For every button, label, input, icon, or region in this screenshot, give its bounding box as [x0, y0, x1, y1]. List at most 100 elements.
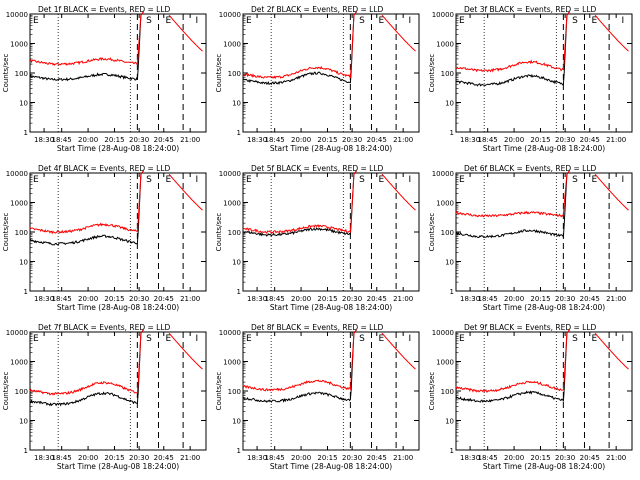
- series-events-line: [242, 329, 357, 403]
- plot-frame: [455, 13, 633, 133]
- x-tick-label: 20:45: [154, 136, 174, 144]
- series-events-line: [29, 329, 144, 407]
- series-lld-decay-line: [168, 14, 203, 52]
- y-axis-label: Counts/sec: [215, 213, 223, 252]
- marker-e: E: [379, 334, 385, 344]
- x-tick-label: 20:15: [317, 454, 337, 462]
- x-tick-label: 21:00: [180, 136, 200, 144]
- detector-panel-2: Det 2f BLACK = Events, RED = LLD S E I E 1 10 1…: [215, 5, 420, 153]
- x-tick-label: 21:00: [393, 295, 413, 303]
- y-tick-label: 1: [237, 447, 241, 455]
- marker-e-left: E: [33, 334, 39, 344]
- x-tick-label: 18:30: [460, 454, 480, 462]
- detector-panel-7: Det 7f BLACK = Events, RED = LLD S E I E 1 10 1…: [2, 323, 207, 471]
- y-tick-label: 1: [450, 288, 454, 296]
- x-tick-label: 20:00: [504, 454, 524, 462]
- panel-title: Det 7f BLACK = Events, RED = LLD: [38, 323, 171, 332]
- y-tick-label: 10: [19, 418, 28, 426]
- plot-frame: [455, 172, 633, 292]
- y-axis-label: Counts/sec: [428, 213, 436, 252]
- panel-title: Det 8f BLACK = Events, RED = LLD: [251, 323, 384, 332]
- marker-s: S: [359, 175, 365, 185]
- x-tick-label: 20:00: [291, 136, 311, 144]
- x-tick-label: 18:30: [247, 295, 267, 303]
- series-lld-line: [455, 329, 570, 393]
- y-tick-label: 100: [441, 229, 454, 237]
- x-tick-label: 20:30: [129, 136, 149, 144]
- x-tick-label: 18:45: [478, 136, 498, 144]
- marker-i: I: [408, 16, 411, 26]
- series-lld-decay-line: [381, 173, 416, 211]
- x-axis-label: Start Time (28-Aug-08 18:24:00): [270, 144, 392, 153]
- x-tick-label: 18:45: [52, 454, 72, 462]
- x-tick-label: 18:30: [247, 454, 267, 462]
- marker-i: I: [621, 175, 624, 185]
- y-tick-label: 10: [445, 259, 454, 267]
- y-tick-label: 10: [232, 100, 241, 108]
- series-events-line: [242, 170, 357, 237]
- panel-title: Det 5f BLACK = Events, RED = LLD: [251, 164, 384, 173]
- y-tick-label: 10000: [432, 170, 454, 178]
- detector-panel-4: Det 4f BLACK = Events, RED = LLD S E I E 1 10 1…: [2, 164, 207, 312]
- x-tick-label: 18:30: [247, 136, 267, 144]
- x-tick-label: 20:15: [104, 136, 124, 144]
- detector-panel-9: Det 9f BLACK = Events, RED = LLD S E I E 1 10 1…: [428, 323, 633, 471]
- x-tick-label: 20:45: [154, 454, 174, 462]
- y-tick-label: 1: [237, 288, 241, 296]
- x-tick-label: 20:00: [291, 295, 311, 303]
- y-tick-label: 10000: [432, 11, 454, 19]
- x-tick-label: 18:45: [478, 454, 498, 462]
- y-tick-label: 100: [228, 229, 241, 237]
- series-events-line: [242, 11, 357, 86]
- y-tick-label: 10: [445, 418, 454, 426]
- y-axis-label: Counts/sec: [428, 54, 436, 93]
- marker-i: I: [621, 334, 624, 344]
- marker-i: I: [195, 16, 198, 26]
- marker-i: I: [195, 334, 198, 344]
- x-axis-label: Start Time (28-Aug-08 18:24:00): [270, 303, 392, 312]
- y-tick-label: 1000: [223, 200, 241, 208]
- x-tick-label: 20:00: [504, 295, 524, 303]
- detector-panel-8: Det 8f BLACK = Events, RED = LLD S E I E 1 10 1…: [215, 323, 420, 471]
- y-tick-label: 10000: [219, 329, 241, 337]
- series-lld-line: [455, 11, 570, 73]
- y-tick-label: 10: [232, 418, 241, 426]
- x-tick-label: 20:30: [555, 295, 575, 303]
- x-tick-label: 20:00: [78, 454, 98, 462]
- marker-e: E: [592, 16, 598, 26]
- x-tick-label: 20:30: [342, 454, 362, 462]
- detector-panel-3: Det 3f BLACK = Events, RED = LLD S E I E 1 10 1…: [428, 5, 633, 153]
- marker-i: I: [408, 334, 411, 344]
- marker-e: E: [592, 334, 598, 344]
- y-tick-label: 100: [441, 388, 454, 396]
- marker-s: S: [146, 334, 152, 344]
- x-tick-label: 18:45: [478, 295, 498, 303]
- detector-panel-5: Det 5f BLACK = Events, RED = LLD S E I E 1 10 1…: [215, 164, 420, 312]
- y-tick-label: 10: [232, 259, 241, 267]
- x-tick-label: 18:30: [34, 136, 54, 144]
- y-axis-label: Counts/sec: [215, 54, 223, 93]
- detector-panel-6: Det 6f BLACK = Events, RED = LLD S E I E 1 10 1…: [428, 164, 633, 312]
- y-tick-label: 10000: [432, 329, 454, 337]
- x-axis-label: Start Time (28-Aug-08 18:24:00): [57, 144, 179, 153]
- y-tick-label: 100: [15, 70, 28, 78]
- y-tick-label: 10000: [6, 170, 28, 178]
- marker-s: S: [572, 334, 578, 344]
- x-axis-label: Start Time (28-Aug-08 18:24:00): [483, 462, 605, 471]
- y-tick-label: 1000: [10, 41, 28, 49]
- marker-e-left: E: [33, 175, 39, 185]
- x-tick-label: 20:45: [367, 454, 387, 462]
- marker-e-left: E: [246, 334, 252, 344]
- x-tick-label: 18:45: [52, 295, 72, 303]
- x-tick-label: 20:15: [317, 136, 337, 144]
- marker-e: E: [166, 175, 172, 185]
- marker-e: E: [166, 334, 172, 344]
- marker-s: S: [359, 16, 365, 26]
- x-tick-label: 18:30: [460, 295, 480, 303]
- y-tick-label: 1: [24, 129, 28, 137]
- x-tick-label: 20:30: [555, 136, 575, 144]
- y-tick-label: 10000: [6, 329, 28, 337]
- marker-e: E: [592, 175, 598, 185]
- series-events-line: [455, 11, 570, 87]
- y-tick-label: 1000: [436, 41, 454, 49]
